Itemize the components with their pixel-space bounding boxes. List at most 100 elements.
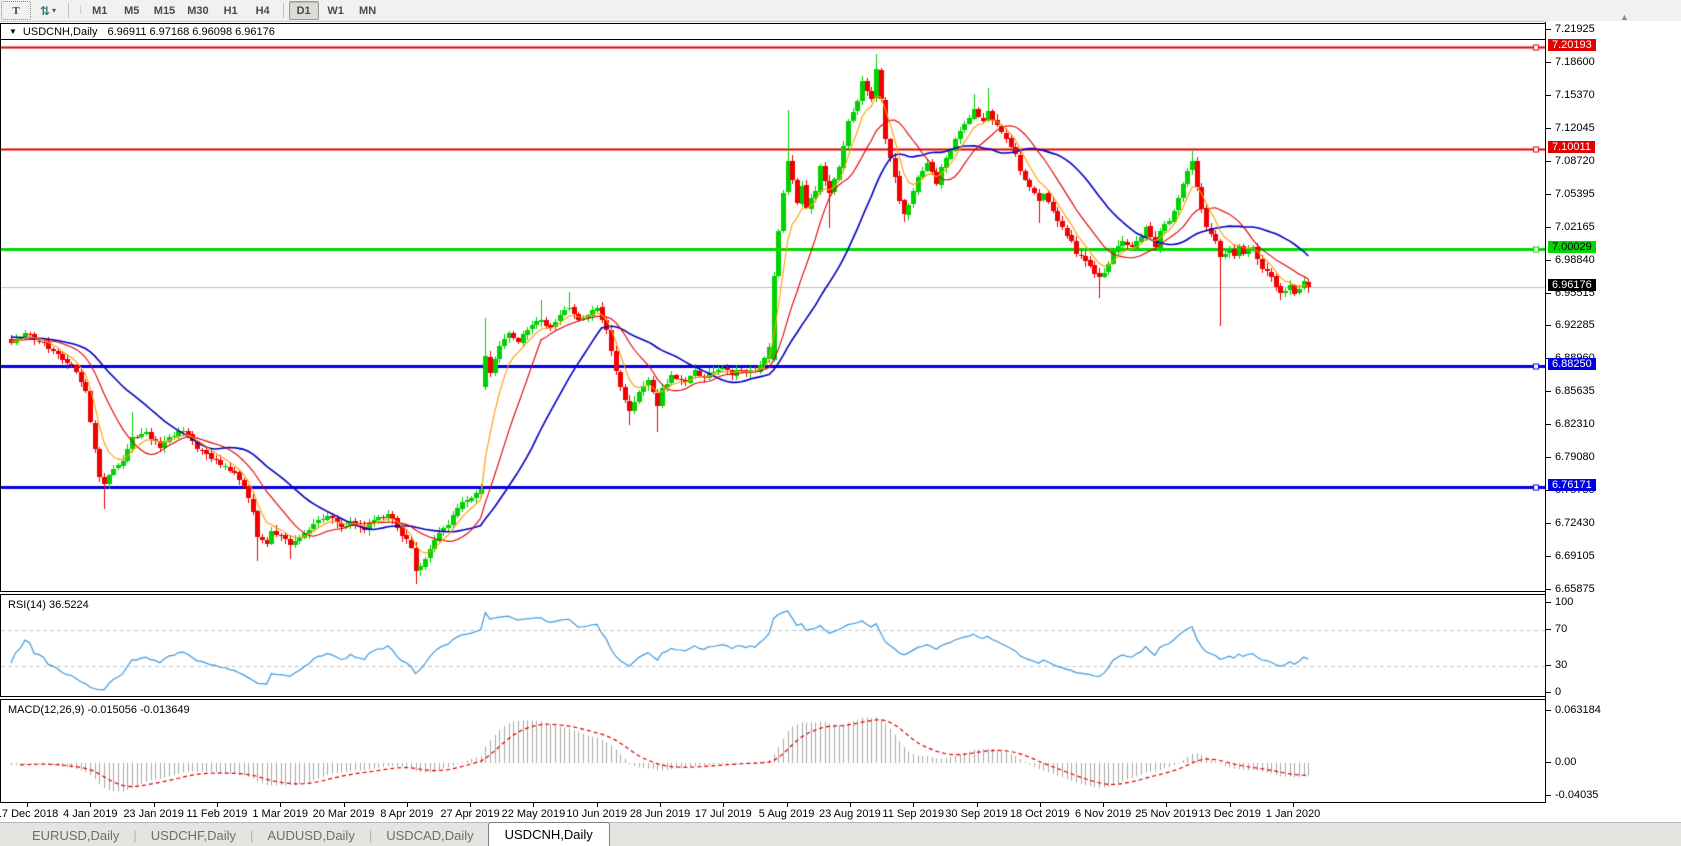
date-label: 4 Jan 2019: [63, 808, 118, 820]
objects-tool-button[interactable]: ⇅ ▾: [33, 1, 63, 20]
price-tick-label: 6.85635: [1555, 385, 1595, 398]
axis-tick-mark: [1546, 588, 1551, 590]
price-tick-label: 7.12045: [1555, 121, 1595, 134]
axis-tick-mark: [1546, 259, 1551, 261]
chart-tab-audusd[interactable]: AUDUSD,Daily: [267, 828, 355, 843]
price-tick-label: 6.72430: [1555, 517, 1595, 530]
timeframe-button-h1[interactable]: H1: [223, 4, 238, 17]
date-tick-mark: [786, 803, 788, 807]
date-tick-mark: [913, 803, 915, 807]
price-tick-label: 6.79080: [1555, 451, 1595, 464]
date-label: 25 Nov 2019: [1135, 808, 1198, 820]
date-label: 23 Aug 2019: [818, 808, 881, 820]
date-label: 10 Jun 2019: [566, 808, 627, 820]
axis-tick-mark: [1546, 602, 1551, 603]
chevron-down-icon: ▾: [52, 6, 57, 15]
date-tick-mark: [1103, 803, 1105, 807]
chart-tab-usdchf[interactable]: USDCHF,Daily: [150, 828, 237, 843]
date-label: 17 Dec 2018: [0, 808, 59, 820]
price-tick-label: 7.21925: [1555, 23, 1595, 35]
date-label: 22 May 2019: [501, 808, 566, 820]
axis-tick-mark: [1546, 193, 1551, 195]
hline-price-label: 7.10011: [1548, 141, 1595, 154]
tab-separator: |: [133, 828, 137, 843]
main-chart-canvas[interactable]: [1, 24, 1545, 591]
date-tick-mark: [660, 803, 661, 807]
axis-tick-mark: [1546, 160, 1551, 162]
rsi-indicator-label: RSI(14) 36.5224: [8, 599, 89, 611]
toolbar-separator: [68, 3, 69, 18]
price-tick-label: 7.08720: [1555, 154, 1595, 167]
price-axis[interactable]: 7.21925 7.18600 7.15370 7.12045 7.08720 7.053…: [1546, 21, 1681, 822]
price-tick-label: 6.69105: [1555, 550, 1595, 563]
toolbar: T ⇅ ▾ ⁞ M1 M5 M15 M30 H1 H4 D1 W1 MN: [0, 0, 1681, 22]
axis-tick-mark: [1546, 424, 1551, 426]
hline-price-label: 6.88250: [1548, 358, 1596, 371]
timeframe-button-mn[interactable]: MN: [359, 4, 377, 17]
timeframe-button-w1[interactable]: W1: [327, 4, 344, 17]
timeframe-button-m1[interactable]: M1: [92, 4, 108, 17]
date-label: 1 Jan 2020: [1265, 808, 1321, 820]
current-price-label: 6.96176: [1548, 279, 1596, 292]
text-tool-button[interactable]: T: [1, 1, 31, 20]
date-label: 20 Mar 2019: [312, 808, 375, 820]
date-tick-mark: [470, 803, 472, 807]
date-label: 17 Jul 2019: [694, 808, 752, 820]
rsi-canvas[interactable]: [1, 595, 1545, 696]
hline-price-label: 7.20193: [1548, 39, 1596, 52]
rsi-tick-label: 30: [1555, 659, 1568, 671]
date-tick-mark: [596, 803, 598, 807]
symbol-ohlc-bar[interactable]: ▼ USDCNH,Daily 6.96911 6.97168 6.96098 6…: [0, 23, 1546, 40]
tab-separator: |: [368, 828, 373, 843]
date-label: 8 Apr 2019: [380, 808, 434, 820]
axis-tick-mark: [1546, 523, 1551, 525]
date-tick-mark: [280, 803, 282, 807]
hline-price-label: 6.76171: [1548, 479, 1596, 492]
chart-tab-usdcad[interactable]: USDCAD,Daily: [386, 828, 474, 843]
chart-tab-eurusd[interactable]: EURUSD,Daily: [32, 828, 120, 843]
date-label: 23 Jan 2019: [123, 808, 184, 820]
macd-indicator-label: MACD(12,26,9) -0.015056 -0.013649: [8, 704, 190, 716]
axis-tick-mark: [1546, 226, 1551, 228]
timeframe-button-m5[interactable]: M5: [124, 4, 140, 17]
axis-tick-mark: [1546, 457, 1551, 459]
toolbar-separator: [282, 3, 284, 18]
axis-tick-mark: [1546, 292, 1551, 294]
date-label: 30 Sep 2019: [945, 808, 1008, 820]
axis-tick-mark: [1546, 61, 1551, 63]
date-tick-mark: [723, 803, 725, 807]
date-axis[interactable]: 17 Dec 2018 4 Jan 2019 23 Jan 2019 11 Feb 2…: [0, 803, 1546, 822]
price-tick-label: 7.18600: [1555, 55, 1595, 68]
macd-tick-label: -0.04035: [1555, 789, 1599, 802]
macd-canvas[interactable]: [1, 700, 1545, 802]
axis-tick-mark: [1546, 29, 1551, 30]
toolbar-grip[interactable]: ⁞: [79, 5, 82, 16]
axis-tick-mark: [1546, 325, 1551, 327]
date-tick-mark: [90, 803, 92, 807]
date-label: 6 Nov 2019: [1074, 808, 1132, 820]
price-tick-label: 7.05395: [1555, 187, 1595, 200]
axis-tick-mark: [1546, 556, 1551, 558]
timeframe-button-m15[interactable]: M15: [153, 4, 176, 17]
date-tick-mark: [1293, 803, 1294, 807]
hline-price-label: 7.00029: [1548, 240, 1596, 253]
chart-tab-usdcnh[interactable]: USDCNH,Daily: [487, 822, 610, 846]
date-tick-mark: [153, 803, 155, 807]
axis-border-line: [1545, 22, 1546, 803]
axis-tick-mark: [1546, 94, 1551, 96]
date-label: 5 Aug 2019: [758, 808, 815, 820]
scroll-end-marker-icon[interactable]: ▲: [1620, 12, 1629, 22]
timeframe-button-h4[interactable]: H4: [255, 4, 270, 17]
rsi-tick-label: 70: [1555, 623, 1568, 635]
rsi-tick-label: 0: [1555, 686, 1562, 698]
timeframe-button-d1[interactable]: D1: [288, 1, 319, 20]
chevron-down-icon: ▼: [9, 27, 17, 36]
date-label: 28 Jun 2019: [629, 808, 691, 820]
timeframe-button-group: M1 M5 M15 M30 H1 H4 D1 W1 MN: [84, 1, 384, 20]
price-tick-label: 6.92285: [1555, 319, 1595, 332]
timeframe-button-m30[interactable]: M30: [187, 4, 209, 17]
rsi-tick-label: 100: [1555, 596, 1574, 608]
macd-tick-label: 0.00: [1555, 756, 1577, 768]
tab-separator: |: [250, 828, 254, 843]
